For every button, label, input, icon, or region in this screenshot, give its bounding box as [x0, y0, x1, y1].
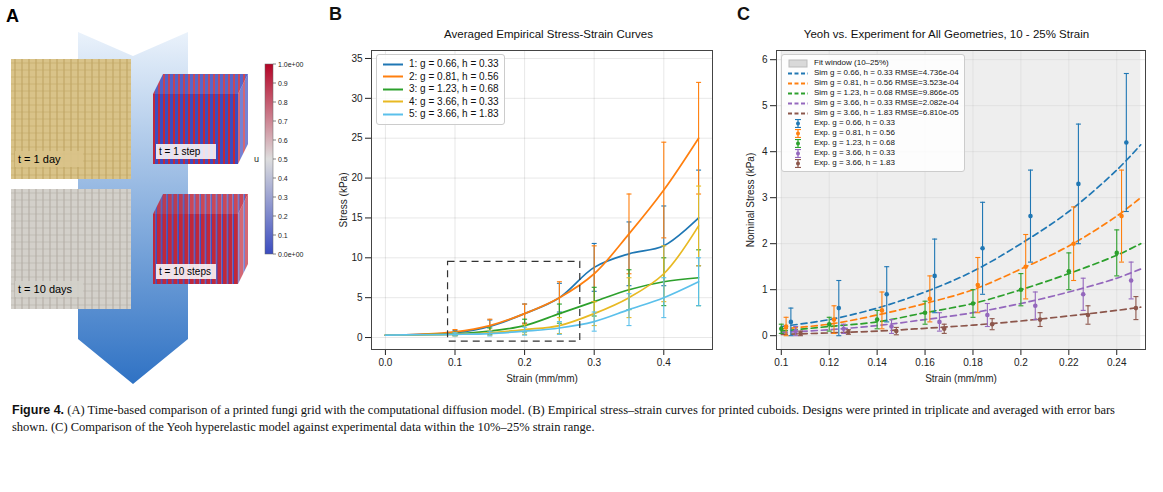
svg-text:0.16: 0.16 — [915, 357, 935, 368]
svg-text:0.2: 0.2 — [1014, 357, 1028, 368]
svg-text:0.0e+00: 0.0e+00 — [278, 251, 304, 258]
svg-text:0.4: 0.4 — [278, 175, 288, 182]
html-text:Exp. g = 0.81, h = 0.56: Exp. g = 0.81, h = 0.56 — [814, 128, 895, 137]
svg-text:t = 10 days: t = 10 days — [18, 283, 73, 295]
html-text:Sim g = 0.81, h = 0.56 RMSE=3.: Sim g = 0.81, h = 0.56 RMSE=3.523e-04 — [814, 78, 959, 87]
svg-text:1: 1 — [762, 284, 768, 295]
html-text:Sim g = 0.66, h = 0.33 RMSE=4.: Sim g = 0.66, h = 0.33 RMSE=4.736e-04 — [814, 68, 959, 77]
svg-text:0: 0 — [357, 332, 363, 343]
svg-text:0.3: 0.3 — [587, 357, 601, 368]
svg-text:0.14: 0.14 — [867, 357, 887, 368]
html-text:Sim g = 1.23, h = 0.68 RMSE=9.: Sim g = 1.23, h = 0.68 RMSE=9.866e-05 — [814, 88, 959, 97]
svg-text:0.1: 0.1 — [278, 232, 288, 239]
svg-text:1.0e+00: 1.0e+00 — [278, 61, 304, 68]
svg-text:30: 30 — [351, 93, 363, 104]
svg-text:6: 6 — [762, 54, 768, 65]
html-text:Exp. g = 1.23, h = 0.68: Exp. g = 1.23, h = 0.68 — [814, 138, 895, 147]
html-text:C: C — [737, 4, 750, 24]
svg-text:4: 4 — [762, 146, 768, 157]
svg-text:3: 3 — [762, 192, 768, 203]
html-text:B: B — [329, 4, 342, 24]
svg-text:5: 5 — [357, 292, 363, 303]
svg-text:t = 1 day: t = 1 day — [18, 153, 61, 165]
svg-text:35: 35 — [351, 53, 363, 64]
svg-text:0.9: 0.9 — [278, 80, 288, 87]
svg-text:0.1: 0.1 — [774, 357, 788, 368]
svg-text:0.2: 0.2 — [278, 213, 288, 220]
html-text:Fit window (10–25%): Fit window (10–25%) — [814, 58, 889, 67]
svg-text:0.0: 0.0 — [378, 357, 392, 368]
svg-text:25: 25 — [351, 132, 363, 143]
svg-text:u: u — [254, 154, 259, 164]
svg-text:Stress (kPa): Stress (kPa) — [338, 172, 349, 227]
svg-text:0.4: 0.4 — [657, 357, 671, 368]
svg-text:Strain (mm/mm): Strain (mm/mm) — [506, 373, 578, 384]
html-text:Exp. g = 0.66, h = 0.33: Exp. g = 0.66, h = 0.33 — [814, 118, 895, 127]
svg-text:20: 20 — [351, 172, 363, 183]
svg-text:0.2: 0.2 — [518, 357, 532, 368]
svg-text:0.24: 0.24 — [1107, 357, 1127, 368]
html-text:Yeoh vs. Experiment for All Ge: Yeoh vs. Experiment for All Geometries, … — [803, 28, 1090, 40]
html-text:4: g = 3.66, h = 0.33: 4: g = 3.66, h = 0.33 — [409, 95, 499, 107]
html-text:Figure 4. (A) Time-based compa: Figure 4. (A) Time-based comparison of a… — [12, 403, 1115, 434]
svg-text:5: 5 — [762, 100, 768, 111]
svg-text:t = 1 step: t = 1 step — [159, 146, 201, 157]
svg-text:0.5: 0.5 — [278, 156, 288, 163]
svg-text:0.18: 0.18 — [963, 357, 983, 368]
svg-text:2: 2 — [762, 238, 768, 249]
svg-text:10: 10 — [351, 252, 363, 263]
html-text:Sim g = 3.66, h = 1.83 RMSE=6.: Sim g = 3.66, h = 1.83 RMSE=6.810e-05 — [814, 108, 959, 117]
svg-text:t = 10 steps: t = 10 steps — [159, 266, 211, 277]
html-text:Exp. g = 3.66, h = 1.83: Exp. g = 3.66, h = 1.83 — [814, 158, 895, 167]
html-text:Exp. g = 3.66, h = 0.33: Exp. g = 3.66, h = 0.33 — [814, 148, 895, 157]
svg-text:0: 0 — [762, 330, 768, 341]
svg-text:0.7: 0.7 — [278, 118, 288, 125]
svg-text:Strain (mm/mm): Strain (mm/mm) — [925, 373, 997, 384]
svg-text:0.8: 0.8 — [278, 99, 288, 106]
svg-text:0.3: 0.3 — [278, 194, 288, 201]
html-text:Sim g = 3.66, h = 0.33 RMSE=2.: Sim g = 3.66, h = 0.33 RMSE=2.082e-04 — [814, 98, 959, 107]
svg-text:A: A — [6, 6, 19, 26]
html-text:1: g = 0.66, h = 0.33: 1: g = 0.66, h = 0.33 — [409, 58, 499, 69]
svg-text:0.12: 0.12 — [819, 357, 839, 368]
svg-text:0.1: 0.1 — [448, 357, 462, 368]
svg-text:Nominal Stress (kPa): Nominal Stress (kPa) — [745, 153, 756, 247]
html-text:Averaged Empirical Stress-Stra: Averaged Empirical Stress-Strain Curves — [444, 28, 653, 40]
html-text:3: g = 1.23, h = 0.68: 3: g = 1.23, h = 0.68 — [409, 83, 499, 94]
svg-text:0.6: 0.6 — [278, 137, 288, 144]
svg-text:15: 15 — [351, 212, 363, 223]
svg-text:0.22: 0.22 — [1059, 357, 1079, 368]
html-text:2: g = 0.81, h = 0.56: 2: g = 0.81, h = 0.56 — [409, 70, 499, 82]
html-text:5: g = 3.66, h = 1.83: 5: g = 3.66, h = 1.83 — [409, 108, 499, 119]
